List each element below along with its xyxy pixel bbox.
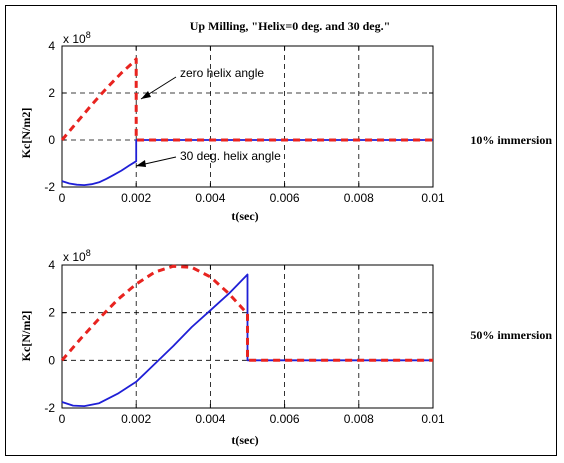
- y-tick-label: 2: [48, 306, 55, 320]
- exponent-label-top: x 108: [63, 30, 91, 46]
- y-tick-label: 0: [48, 133, 55, 147]
- side-label-top: 10% immersion: [470, 133, 552, 147]
- series-helix0-line-top: [60, 57, 433, 142]
- plot-area-top: [61, 45, 434, 188]
- x-tick-label: 0.006: [270, 191, 300, 205]
- series-helix30-line-bottom: [61, 273, 433, 408]
- x-tick-label: 0: [59, 412, 66, 426]
- annotation-arrowhead-zero: [141, 91, 151, 99]
- annotation-arrowhead-30: [136, 160, 146, 167]
- y-tick-label: 4: [48, 39, 55, 53]
- exponent-label-bottom: x 108: [63, 248, 91, 264]
- xlabel-bottom: t(sec): [231, 433, 258, 447]
- y-tick-label: -2: [44, 180, 55, 194]
- y-tick-label: -2: [44, 401, 55, 415]
- figure-frame: [5, 5, 557, 456]
- annotation-30-helix: 30 deg. helix angle: [180, 149, 281, 163]
- ylabel-top: Kc[N/m2]: [19, 108, 33, 159]
- side-label-bottom: 50% immersion: [470, 328, 552, 342]
- x-tick-label: 0.002: [121, 191, 151, 205]
- xlabel-top: t(sec): [231, 209, 258, 223]
- ylabel-bottom: Kc[N/m2]: [19, 311, 33, 362]
- series-helix30-line-top: [61, 139, 433, 187]
- series-helix0-line-bottom: [60, 264, 433, 362]
- x-tick-label: 0.01: [421, 191, 445, 205]
- annotation-zero-helix: zero helix angle: [180, 66, 264, 80]
- x-tick-label: 0.01: [421, 412, 445, 426]
- x-tick-label: 0.002: [121, 412, 151, 426]
- y-tick-label: 4: [48, 258, 55, 272]
- x-tick-label: 0.008: [344, 191, 374, 205]
- y-tick-label: 2: [48, 86, 55, 100]
- x-tick-label: 0.004: [195, 412, 225, 426]
- x-tick-label: 0.006: [270, 412, 300, 426]
- x-tick-label: 0: [59, 191, 66, 205]
- chart-title: Up Milling, "Helix=0 deg. and 30 deg.": [190, 19, 391, 33]
- x-tick-label: 0.008: [344, 412, 374, 426]
- x-tick-label: 0.004: [195, 191, 225, 205]
- y-tick-label: 0: [48, 353, 55, 367]
- plot-area-bottom: [61, 264, 434, 409]
